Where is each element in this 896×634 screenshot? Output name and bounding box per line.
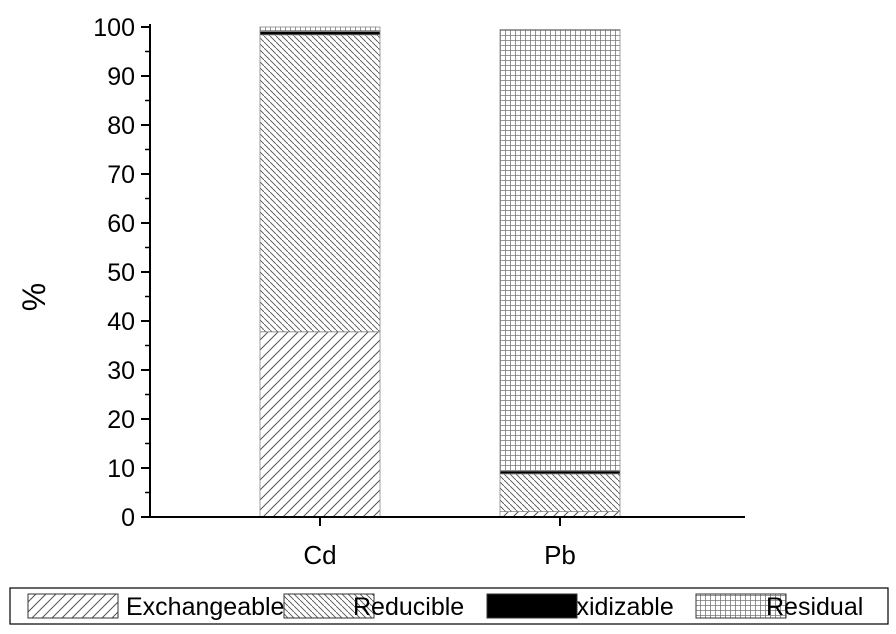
x-tick-label-cd: Cd (303, 540, 336, 570)
legend-swatch-oxidizable (486, 593, 578, 619)
y-tick-label: 0 (121, 504, 135, 532)
y-tick-label: 80 (107, 112, 135, 140)
y-tick-label: 70 (107, 161, 135, 189)
y-tick-label: 100 (93, 14, 135, 42)
x-tick-label-pb: Pb (544, 540, 576, 570)
y-tick-label: 50 (107, 259, 135, 287)
bar-segment-pb-residual (499, 29, 621, 472)
legend-swatch-residual (695, 593, 787, 619)
y-tick-label: 60 (107, 210, 135, 238)
y-tick-label: 90 (107, 63, 135, 91)
legend-swatch-reducible (283, 593, 375, 619)
axes-layer: 0 10 20 30 40 50 60 70 80 90 100 Cd Pb% (16, 14, 745, 570)
y-tick-label: 30 (107, 357, 135, 385)
legend-label-exchangeable: Exchangeable (126, 593, 284, 621)
y-axis-title: % (16, 283, 52, 311)
bar-segment-pb-oxidizable (499, 470, 621, 475)
bars-layer (259, 26, 621, 518)
legend-label-reducible: Reducible (353, 593, 464, 621)
bar-segment-cd-reducible (259, 34, 381, 333)
y-tick-label: 10 (107, 455, 135, 483)
bar-segment-cd-residual (259, 26, 381, 32)
y-tick-label: 20 (107, 406, 135, 434)
legend-label-residual: Residual (766, 593, 863, 621)
y-tick-label: 40 (107, 308, 135, 336)
legend-label-oxidizable: Oxidizable (557, 593, 674, 621)
bar-segment-pb-reducible (499, 473, 621, 513)
legend: Exchangeable Reducible Oxidizable Residual (9, 587, 889, 625)
bar-segment-cd-oxidizable (259, 31, 381, 36)
bar-segment-cd-exchangeable (259, 331, 381, 518)
legend-swatch-exchangeable (27, 593, 119, 619)
